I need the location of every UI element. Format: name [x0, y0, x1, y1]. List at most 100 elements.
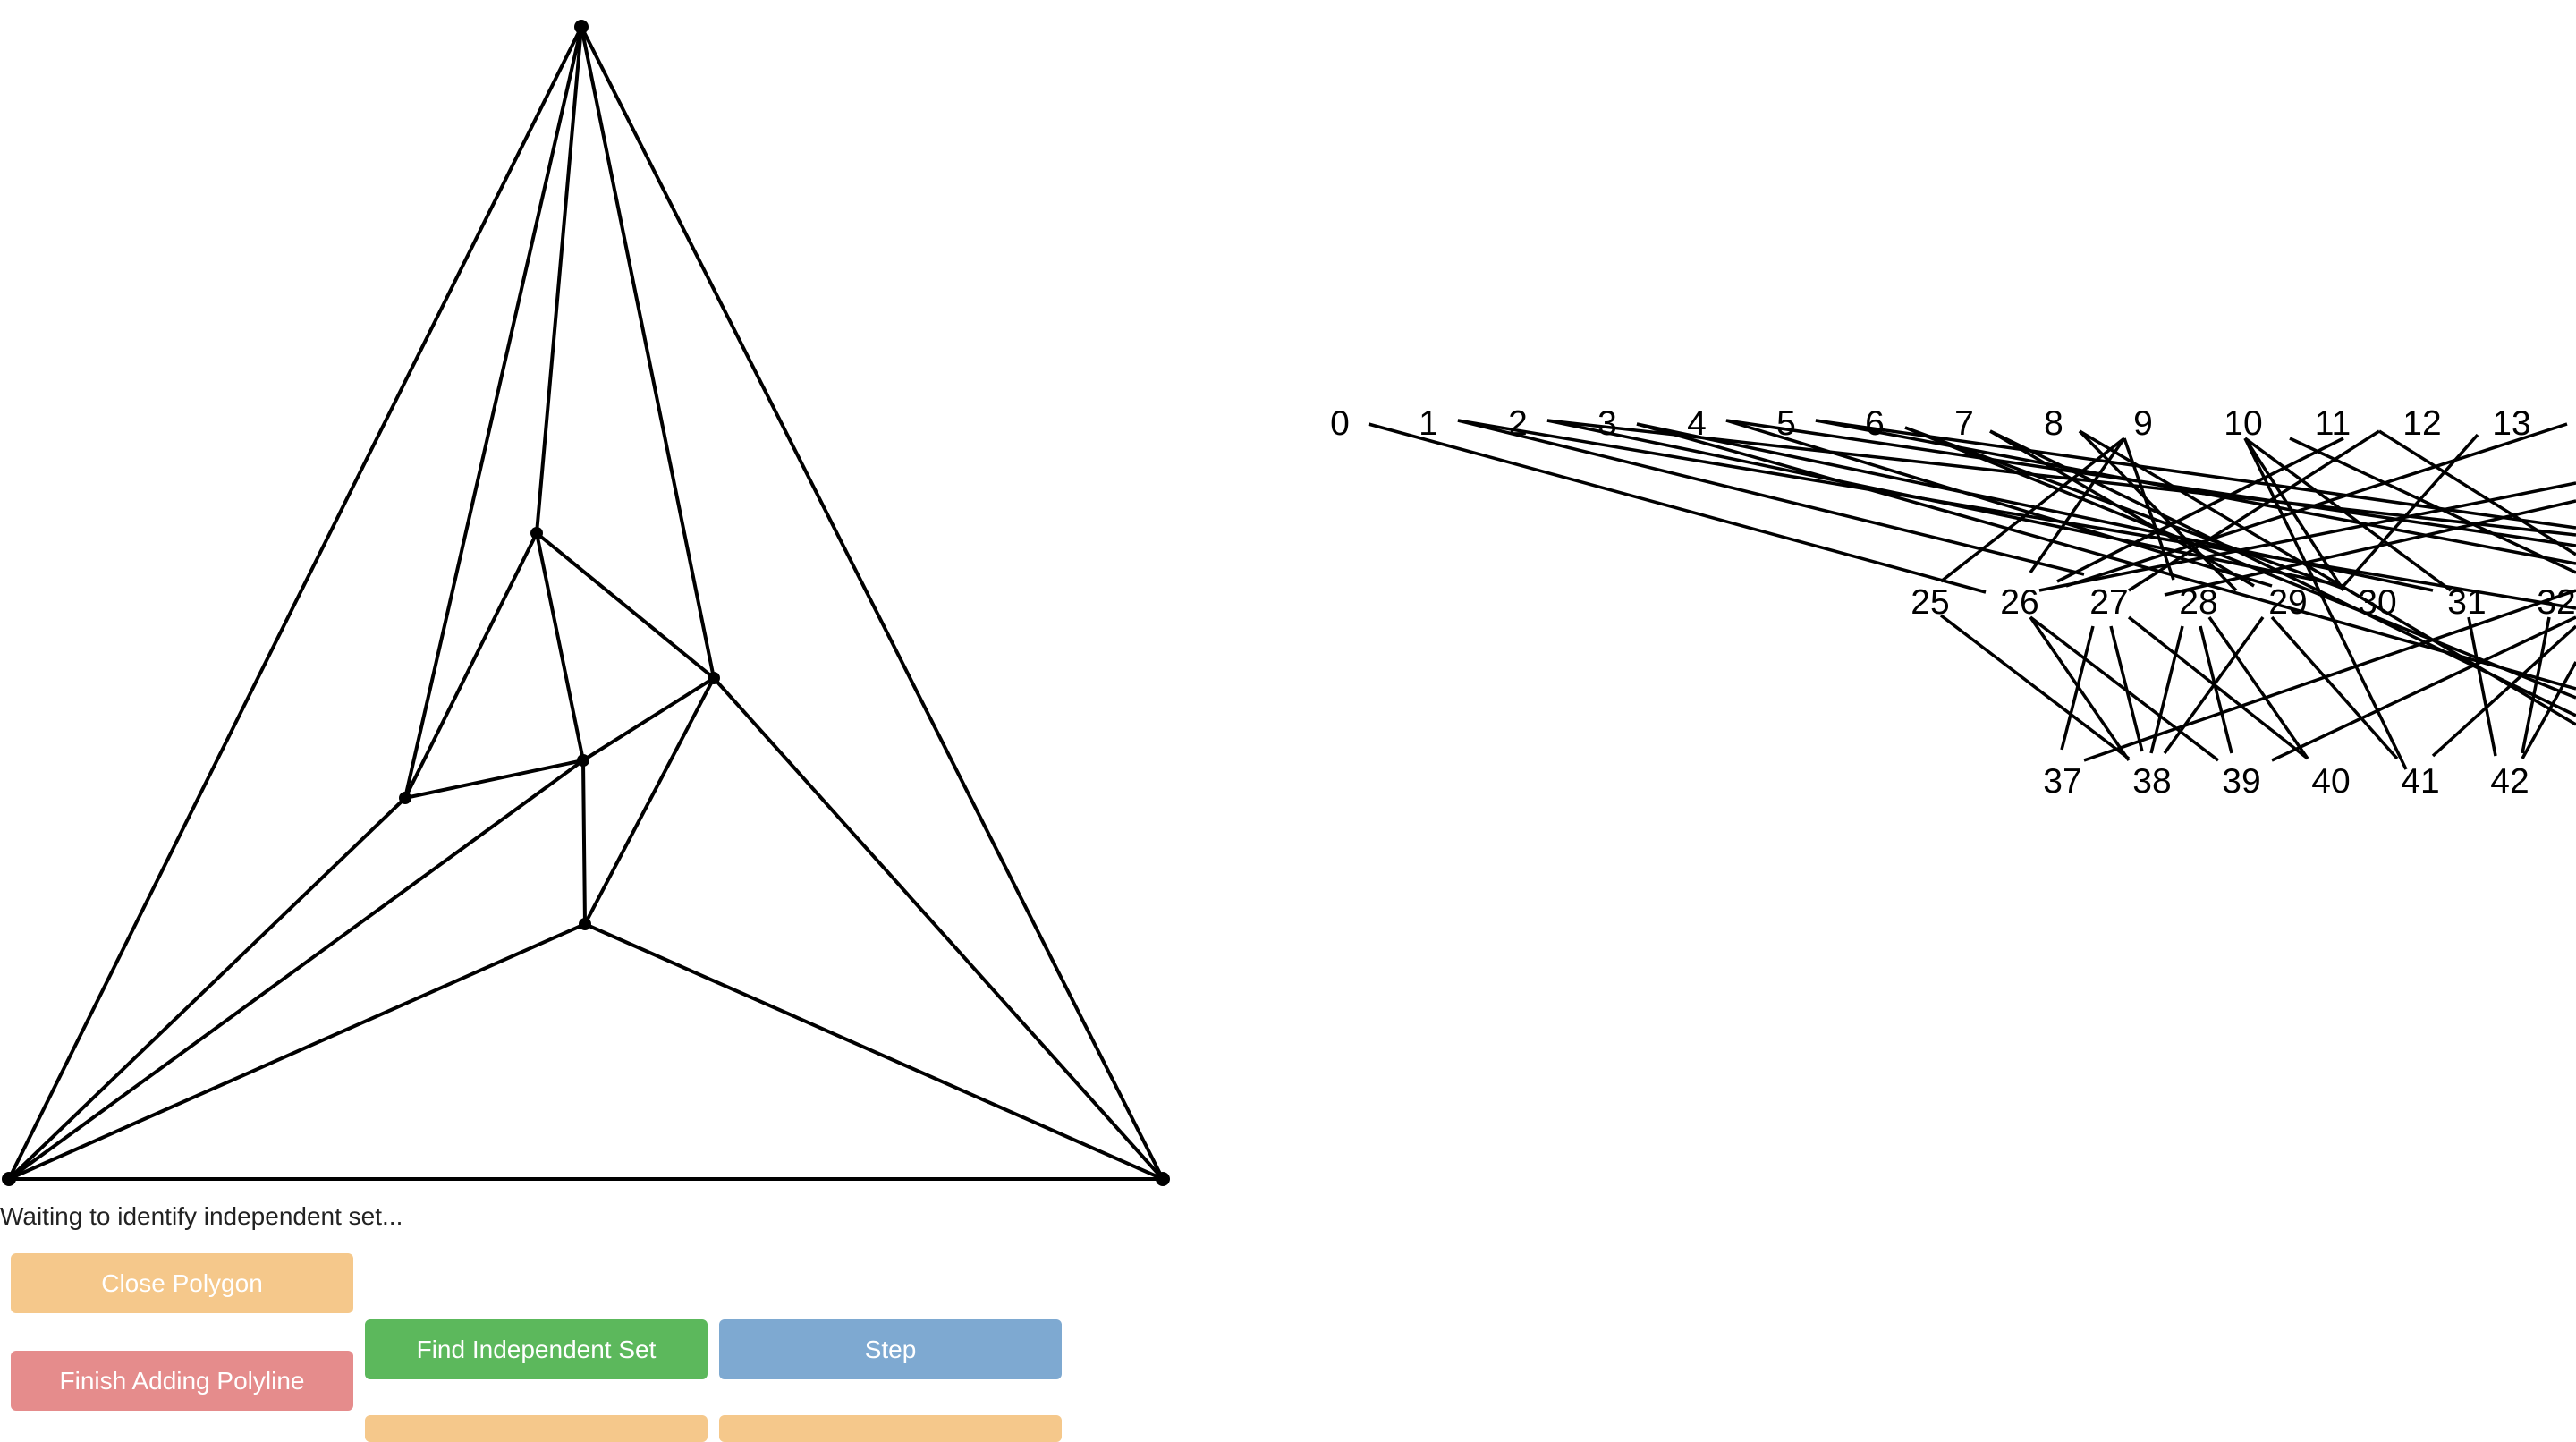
node-label: 41 — [2401, 762, 2439, 801]
node-label: 4 — [1687, 404, 1707, 443]
hierarchy-edge — [2521, 661, 2576, 759]
edge — [403, 531, 538, 800]
edge — [403, 759, 585, 800]
node-label: 0 — [1330, 404, 1350, 443]
node-label: 25 — [1911, 583, 1949, 622]
hierarchy-edge — [2038, 481, 2576, 592]
hierarchy-edge — [2065, 422, 2568, 588]
node-label: 2 — [1508, 404, 1528, 443]
hierarchy-edge — [1939, 437, 2126, 583]
node-label: 7 — [1954, 404, 1974, 443]
edge — [403, 25, 583, 800]
edge — [7, 922, 587, 1181]
node-label: 12 — [2402, 404, 2441, 443]
node-label: 39 — [2222, 762, 2260, 801]
node-label: 27 — [2089, 583, 2128, 622]
vertex[interactable] — [530, 527, 543, 539]
hierarchy-edge — [1989, 429, 2255, 588]
node-label: 3 — [1597, 404, 1617, 443]
hierarchy-edge — [2521, 616, 2551, 754]
hierarchy-edge — [2199, 625, 2233, 754]
hierarchy-edge — [2079, 429, 2576, 726]
hierarchy-edge — [2271, 615, 2576, 762]
hierarchy-edge — [2109, 625, 2144, 752]
node-label: 32 — [2537, 583, 2575, 622]
vertex[interactable] — [399, 792, 411, 804]
edge — [581, 676, 716, 762]
hierarchy-edge — [2243, 437, 2408, 770]
node-label: 38 — [2132, 762, 2171, 801]
close-polygon-button[interactable]: Close Polygon — [11, 1253, 353, 1313]
hierarchy-edge — [2243, 437, 2453, 592]
hierarchy-edge — [1457, 419, 2085, 576]
hierarchy-edge — [2127, 615, 2309, 760]
node-label: 40 — [2311, 762, 2350, 801]
hierarchy-edge — [2149, 625, 2184, 754]
hierarchy-edge — [1815, 419, 2576, 565]
vertex[interactable] — [708, 672, 720, 684]
step-button[interactable]: Step — [719, 1319, 1062, 1379]
find-independent-set-button[interactable]: Find Independent Set — [365, 1319, 708, 1379]
edge — [580, 25, 1165, 1181]
vertex[interactable] — [1156, 1172, 1170, 1186]
node-label: 29 — [2268, 583, 2307, 622]
node-label: 9 — [2133, 404, 2153, 443]
hierarchy-edge — [2123, 437, 2175, 581]
hierarchy-edge — [2083, 589, 2576, 762]
edge — [7, 25, 583, 1181]
hierarchy-edge — [2029, 615, 2220, 762]
vertex[interactable] — [579, 918, 591, 930]
partial-button[interactable] — [365, 1415, 708, 1442]
node-label: 37 — [2043, 762, 2081, 801]
hierarchy-edge — [2207, 616, 2309, 759]
node-label: 1 — [1419, 404, 1438, 443]
node-label: 30 — [2358, 583, 2396, 622]
edge — [535, 531, 716, 680]
status-text: Waiting to identify independent set... — [0, 1202, 403, 1230]
edge — [583, 676, 716, 926]
finish-polyline-button[interactable]: Finish Adding Polyline — [11, 1351, 353, 1411]
hierarchy-edge — [2163, 615, 2265, 755]
hierarchy-edge — [2431, 624, 2576, 758]
hierarchy-edge — [1546, 419, 2344, 588]
hierarchy-edge — [2164, 499, 2576, 597]
node-label: 6 — [1865, 404, 1885, 443]
hierarchy-edge — [2270, 615, 2399, 760]
node-label: 31 — [2447, 583, 2486, 622]
triangulation-canvas[interactable] — [0, 0, 1181, 1190]
hierarchy-edge — [1368, 422, 1987, 594]
partial-button[interactable] — [719, 1415, 1062, 1442]
hierarchy-edge — [2378, 429, 2576, 556]
edge — [535, 531, 585, 762]
hierarchy-edge — [2056, 437, 2344, 583]
edge — [7, 759, 585, 1181]
hierarchy-edge — [2243, 437, 2345, 591]
node-label: 10 — [2224, 404, 2262, 443]
vertex[interactable] — [574, 20, 589, 34]
hierarchy-edge — [2029, 437, 2126, 574]
edge — [583, 922, 1165, 1181]
vertex[interactable] — [577, 754, 589, 767]
hierarchy-edge — [1939, 614, 2131, 760]
vertex[interactable] — [2, 1172, 16, 1186]
node-label: 5 — [1776, 404, 1796, 443]
edge — [7, 796, 407, 1181]
hierarchy-edge — [2029, 616, 2131, 761]
node-label: 42 — [2490, 762, 2529, 801]
edge — [712, 676, 1165, 1181]
hierarchy-edge — [2078, 429, 2238, 592]
node-label: 13 — [2492, 404, 2530, 443]
hierarchy-edge — [2060, 625, 2095, 751]
edge — [581, 759, 587, 926]
hierarchy-edge — [1904, 426, 2576, 700]
node-label: 26 — [2000, 583, 2038, 622]
hierarchy-edge — [1457, 419, 2576, 610]
hierarchy-edge — [2467, 616, 2497, 757]
hierarchy-edge — [2289, 437, 2576, 574]
edge — [535, 25, 583, 535]
node-label: 11 — [2315, 404, 2351, 443]
node-label: 8 — [2044, 404, 2063, 443]
edge — [580, 25, 716, 680]
node-label: 28 — [2179, 583, 2217, 622]
